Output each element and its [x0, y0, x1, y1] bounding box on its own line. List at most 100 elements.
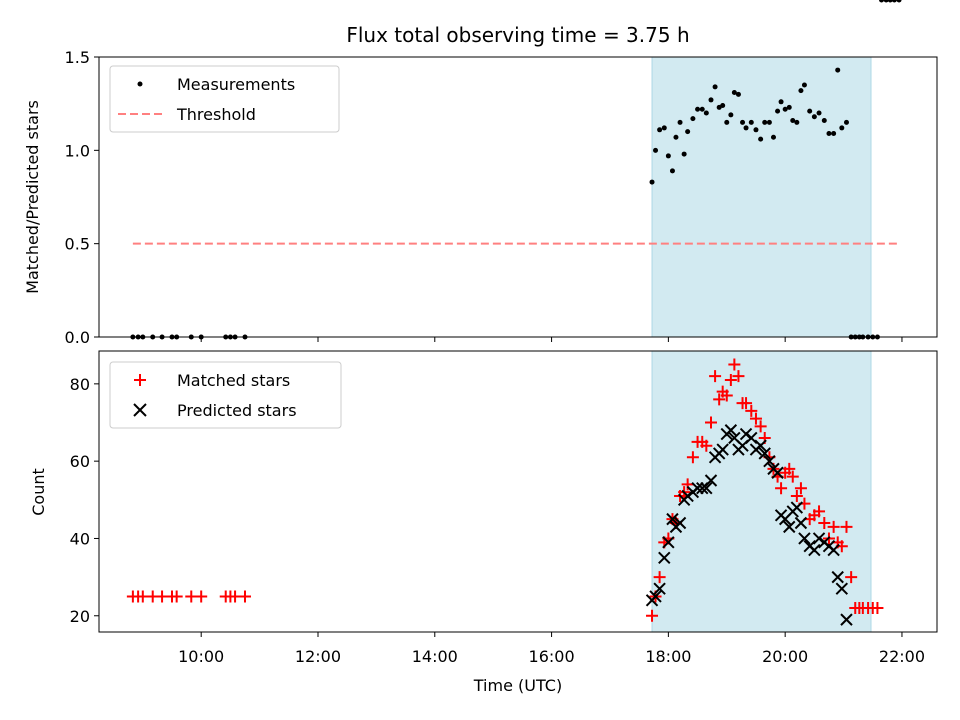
predicted-stars-point	[716, 443, 729, 456]
measurements-point	[681, 151, 687, 157]
measurements-point	[790, 117, 796, 123]
measurements-point	[896, 0, 902, 3]
measurements-point	[782, 106, 788, 112]
matched-stars-point	[700, 439, 713, 452]
predicted-stars-point	[835, 582, 849, 595]
measurements-point	[794, 119, 800, 125]
measurements-point	[839, 125, 845, 131]
measurements-point	[883, 0, 889, 3]
y-tick-label: 0.0	[65, 328, 90, 347]
measurements-point	[778, 99, 784, 105]
matched-stars-point	[724, 373, 737, 386]
x-tick-label: 20:00	[762, 647, 808, 666]
chart-title: Flux total observing time = 3.75 h	[346, 23, 689, 47]
predicted-stars-point	[808, 543, 821, 557]
predicted-stars-point	[658, 551, 671, 564]
legend-measurements-marker	[137, 81, 143, 87]
predicted-stars-point	[763, 454, 776, 468]
ratio-legend: Measurements Threshold	[109, 65, 340, 133]
matched-stars-point	[813, 505, 826, 518]
predicted-stars-point	[827, 543, 840, 557]
matched-stars-point	[713, 393, 726, 406]
measurements-point	[826, 131, 832, 137]
measurements-point	[712, 84, 718, 90]
legend-predicted-label: Predicted stars	[177, 401, 297, 420]
count-legend-box	[109, 361, 342, 429]
predicted-stars-point	[783, 520, 796, 534]
predicted-stars-point	[673, 516, 687, 530]
matched-stars-point	[686, 451, 699, 464]
matched-stars-point	[705, 416, 718, 429]
x-tick-label: 10:00	[178, 647, 224, 666]
measurements-point	[653, 147, 659, 153]
measurements-point	[661, 125, 667, 131]
matched-stars-point	[653, 571, 666, 584]
measurements-point	[665, 153, 671, 159]
ratio-panel-background	[651, 56, 872, 338]
measurements-point	[699, 106, 705, 112]
y-tick-label: 1.5	[65, 48, 90, 67]
matched-stars-point	[818, 517, 831, 530]
x-tick-label: 12:00	[295, 647, 341, 666]
predicted-stars-point	[704, 474, 718, 487]
predicted-stars-point	[758, 447, 771, 460]
measurements-point	[743, 125, 749, 131]
measurements-point	[657, 127, 663, 133]
measurements-point	[669, 168, 675, 174]
measurements-point	[703, 110, 709, 116]
matched-stars-point	[827, 520, 840, 533]
measurements-point	[811, 114, 817, 120]
measurements-point	[695, 106, 701, 112]
observing-window-band	[651, 56, 872, 338]
predicted-stars-point	[700, 482, 713, 495]
matched-stars-point	[709, 370, 722, 383]
measurements-point	[816, 110, 822, 116]
measurements-point	[720, 103, 726, 109]
matched-stars-point	[794, 482, 807, 495]
measurements-point	[766, 119, 772, 125]
measurements-point	[887, 0, 893, 3]
matched-stars-point	[740, 397, 753, 410]
legend-threshold-label: Threshold	[176, 105, 256, 124]
y-tick-label: 60	[70, 452, 90, 471]
predicted-stars-point	[691, 482, 704, 495]
measurements-point	[690, 116, 696, 122]
count-panel-axes: 20 40 60 80 10:00 12:00 14:00 16:00 18:00 20:00 22…	[70, 350, 938, 666]
measurements-point	[821, 117, 827, 123]
matched-stars-point	[845, 571, 858, 584]
predicted-stars-point	[771, 466, 784, 479]
x-tick-label: 22:00	[879, 647, 925, 666]
predicted-stars-point	[754, 439, 767, 452]
matched-stars-point	[195, 590, 208, 603]
y-tick-label: 80	[70, 375, 90, 394]
predicted-stars-point	[724, 424, 738, 437]
legend-matched-label: Matched stars	[177, 371, 290, 390]
legend-matched-marker	[134, 374, 146, 386]
measurements-point	[879, 0, 885, 3]
measurements-point	[801, 82, 807, 88]
measurements-point	[807, 108, 813, 114]
matched-stars-point	[786, 470, 799, 483]
axes-frame	[98, 350, 938, 633]
predicted-stars-point	[831, 570, 844, 584]
matched-stars-point	[681, 478, 694, 491]
predicted-stars-point	[666, 512, 679, 526]
measurements-point	[843, 119, 849, 125]
ratio-panel-axes: 0.0 0.5 1.0 1.5	[65, 48, 938, 347]
matched-stars-point	[871, 602, 884, 615]
legend-predicted-marker	[133, 403, 147, 417]
matched-stars-point	[775, 482, 788, 495]
matched-stars-point	[754, 420, 767, 433]
measurements-point	[775, 108, 781, 114]
matched-stars-point	[783, 462, 796, 475]
y-tick-label: 1.0	[65, 141, 90, 160]
count-y-axis-label: Count	[29, 468, 48, 516]
measurements-point	[740, 119, 746, 125]
matched-stars-point	[840, 520, 853, 533]
measurements-point	[685, 129, 691, 135]
measurements-point	[731, 89, 737, 95]
measurements-point	[831, 131, 837, 137]
x-tick-label: 18:00	[645, 647, 691, 666]
predicted-stars-point	[653, 582, 666, 595]
